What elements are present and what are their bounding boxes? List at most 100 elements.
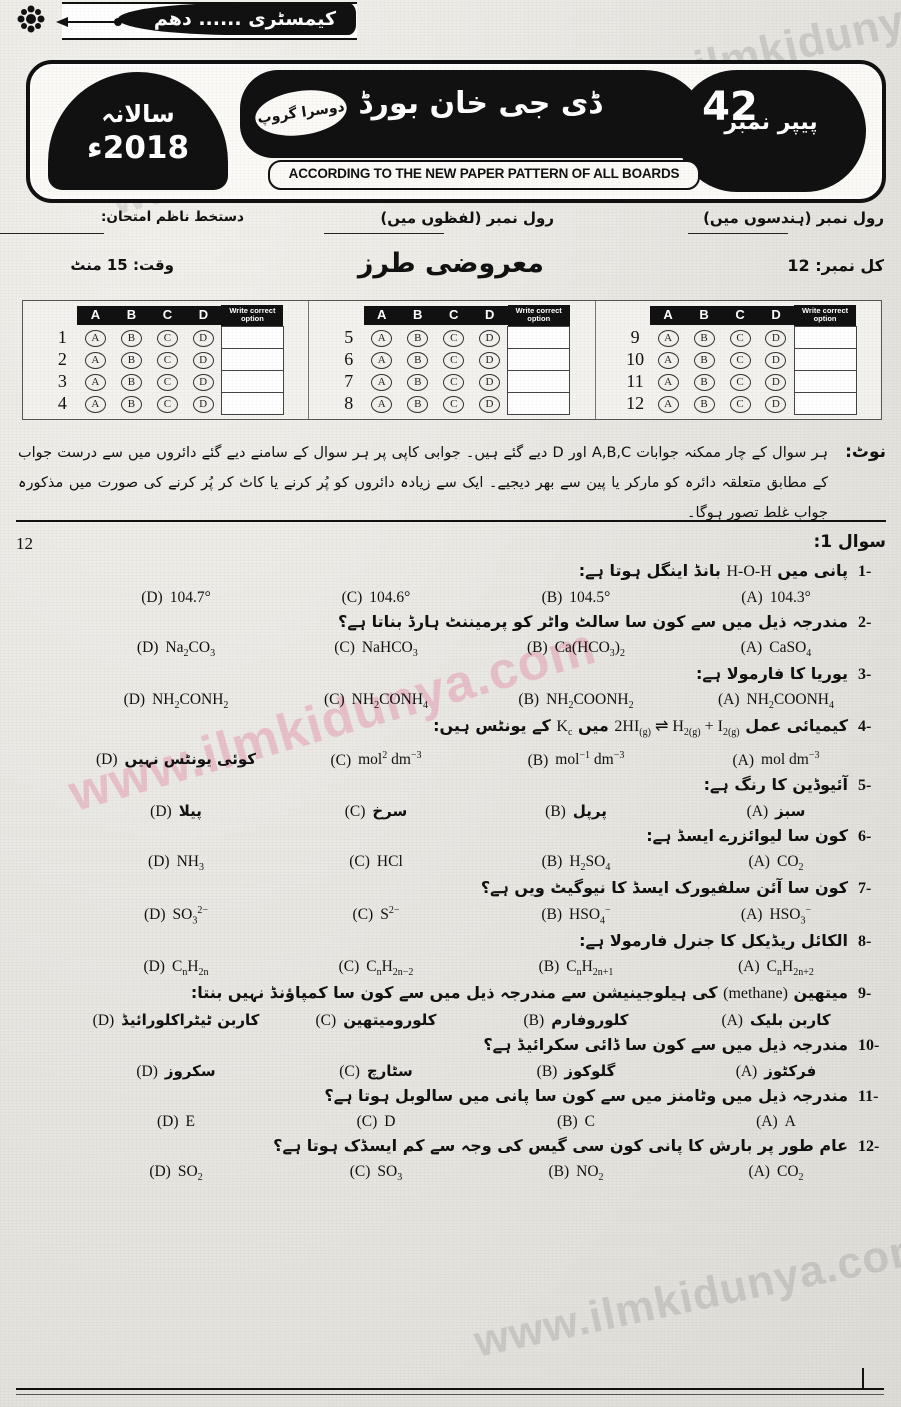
omr-bubble-4-A[interactable]: A <box>84 395 106 413</box>
option-D[interactable]: (D) Na2CO3 <box>76 639 276 659</box>
option-B[interactable]: (B) HSO4− <box>476 905 676 926</box>
option-D[interactable]: (D) کوئی یونٹس نہیں <box>76 750 276 769</box>
omr-bubble-9-A[interactable]: A <box>657 329 679 347</box>
option-B[interactable]: (B) C <box>476 1113 676 1131</box>
option-D[interactable]: (D) SO2 <box>76 1163 276 1183</box>
option-D[interactable]: (D) NH2CONH2 <box>76 691 276 711</box>
option-A[interactable]: (A) فرکٹوز <box>676 1062 876 1081</box>
omr-bubble-8-B[interactable]: B <box>407 395 429 413</box>
option-C[interactable]: (C) 104.6° <box>276 589 476 607</box>
omr-bubble-9-C[interactable]: C <box>729 329 751 347</box>
write-correct-option-cell[interactable] <box>220 370 284 393</box>
option-D[interactable]: (D) سکروز <box>76 1062 276 1081</box>
omr-bubble-12-C[interactable]: C <box>729 395 751 413</box>
omr-bubble-3-C[interactable]: C <box>156 373 178 391</box>
omr-bubble-8-C[interactable]: C <box>443 395 465 413</box>
option-C[interactable]: (C) کلورومیتھین <box>276 1011 476 1030</box>
option-B[interactable]: (B) H2SO4 <box>476 853 676 873</box>
option-C[interactable]: (C) HCl <box>276 853 476 873</box>
omr-bubble-9-D[interactable]: D <box>765 329 787 347</box>
option-C[interactable]: (C) S2− <box>276 905 476 926</box>
write-correct-option-cell[interactable] <box>220 326 284 349</box>
omr-bubble-6-C[interactable]: C <box>443 351 465 369</box>
write-correct-option-cell[interactable] <box>793 348 857 371</box>
write-correct-option-cell[interactable] <box>507 392 571 415</box>
write-correct-option-cell[interactable] <box>507 326 571 349</box>
option-B[interactable]: (B) NH2COONH2 <box>476 691 676 711</box>
option-C[interactable]: (C) NH2CONH4 <box>276 691 476 711</box>
omr-bubble-1-C[interactable]: C <box>156 329 178 347</box>
option-C[interactable]: (C) NaHCO3 <box>276 639 476 659</box>
omr-bubble-4-C[interactable]: C <box>156 395 178 413</box>
option-A[interactable]: (A) سبز <box>676 802 876 821</box>
option-B[interactable]: (B) mol−1 dm−3 <box>476 750 676 769</box>
omr-bubble-10-B[interactable]: B <box>693 351 715 369</box>
option-B[interactable]: (B) 104.5° <box>476 589 676 607</box>
omr-bubble-7-B[interactable]: B <box>407 373 429 391</box>
write-correct-option-cell[interactable] <box>220 392 284 415</box>
omr-bubble-5-B[interactable]: B <box>407 329 429 347</box>
option-B[interactable]: (B) NO2 <box>476 1163 676 1183</box>
roll-number-digits-field[interactable] <box>688 233 788 234</box>
omr-bubble-7-A[interactable]: A <box>371 373 393 391</box>
omr-bubble-5-D[interactable]: D <box>478 329 500 347</box>
option-A[interactable]: (A) mol dm−3 <box>676 750 876 769</box>
omr-bubble-2-A[interactable]: A <box>84 351 106 369</box>
omr-bubble-7-D[interactable]: D <box>478 373 500 391</box>
omr-bubble-10-A[interactable]: A <box>657 351 679 369</box>
omr-bubble-1-A[interactable]: A <box>84 329 106 347</box>
option-A[interactable]: (A) CnH2n+2 <box>676 958 876 978</box>
option-A[interactable]: (A) CO2 <box>676 853 876 873</box>
option-A[interactable]: (A) NH2COONH4 <box>676 691 876 711</box>
omr-bubble-5-C[interactable]: C <box>443 329 465 347</box>
write-correct-option-cell[interactable] <box>220 348 284 371</box>
option-C[interactable]: (C) mol2 dm−3 <box>276 750 476 769</box>
option-A[interactable]: (A) CO2 <box>676 1163 876 1183</box>
option-D[interactable]: (D) CnH2n <box>76 958 276 978</box>
omr-bubble-5-A[interactable]: A <box>371 329 393 347</box>
omr-bubble-11-D[interactable]: D <box>765 373 787 391</box>
option-A[interactable]: (A) 104.3° <box>676 589 876 607</box>
option-C[interactable]: (C) D <box>276 1113 476 1131</box>
omr-bubble-3-D[interactable]: D <box>192 373 214 391</box>
omr-bubble-6-B[interactable]: B <box>407 351 429 369</box>
write-correct-option-cell[interactable] <box>793 326 857 349</box>
omr-bubble-8-A[interactable]: A <box>371 395 393 413</box>
omr-bubble-2-C[interactable]: C <box>156 351 178 369</box>
option-D[interactable]: (D) کاربن ٹیٹراکلورائیڈ <box>76 1011 276 1030</box>
omr-bubble-11-B[interactable]: B <box>693 373 715 391</box>
omr-bubble-11-A[interactable]: A <box>657 373 679 391</box>
omr-bubble-6-A[interactable]: A <box>371 351 393 369</box>
omr-bubble-11-C[interactable]: C <box>729 373 751 391</box>
option-B[interactable]: (B) Ca(HCO3)2 <box>476 639 676 659</box>
omr-bubble-12-D[interactable]: D <box>765 395 787 413</box>
write-correct-option-cell[interactable] <box>507 348 571 371</box>
omr-bubble-1-B[interactable]: B <box>120 329 142 347</box>
omr-bubble-6-D[interactable]: D <box>478 351 500 369</box>
option-D[interactable]: (D) 104.7° <box>76 589 276 607</box>
omr-bubble-4-B[interactable]: B <box>120 395 142 413</box>
omr-bubble-3-B[interactable]: B <box>120 373 142 391</box>
option-D[interactable]: (D) E <box>76 1113 276 1131</box>
omr-bubble-12-B[interactable]: B <box>693 395 715 413</box>
option-B[interactable]: (B) گلوکوز <box>476 1062 676 1081</box>
omr-bubble-10-C[interactable]: C <box>729 351 751 369</box>
roll-number-words-field[interactable] <box>324 233 444 234</box>
option-B[interactable]: (B) پرپل <box>476 802 676 821</box>
omr-bubble-9-B[interactable]: B <box>693 329 715 347</box>
omr-bubble-12-A[interactable]: A <box>657 395 679 413</box>
option-A[interactable]: (A) CaSO4 <box>676 639 876 659</box>
option-C[interactable]: (C) SO3 <box>276 1163 476 1183</box>
write-correct-option-cell[interactable] <box>507 370 571 393</box>
omr-bubble-8-D[interactable]: D <box>478 395 500 413</box>
option-C[interactable]: (C) سرخ <box>276 802 476 821</box>
option-A[interactable]: (A) A <box>676 1113 876 1131</box>
option-A[interactable]: (A) کاربن بلیک <box>676 1011 876 1030</box>
option-C[interactable]: (C) CnH2n−2 <box>276 958 476 978</box>
option-B[interactable]: (B) CnH2n+1 <box>476 958 676 978</box>
option-D[interactable]: (D) SO32− <box>76 905 276 926</box>
omr-bubble-2-D[interactable]: D <box>192 351 214 369</box>
supervisor-signature-field[interactable] <box>0 233 104 234</box>
write-correct-option-cell[interactable] <box>793 370 857 393</box>
option-D[interactable]: (D) NH3 <box>76 853 276 873</box>
